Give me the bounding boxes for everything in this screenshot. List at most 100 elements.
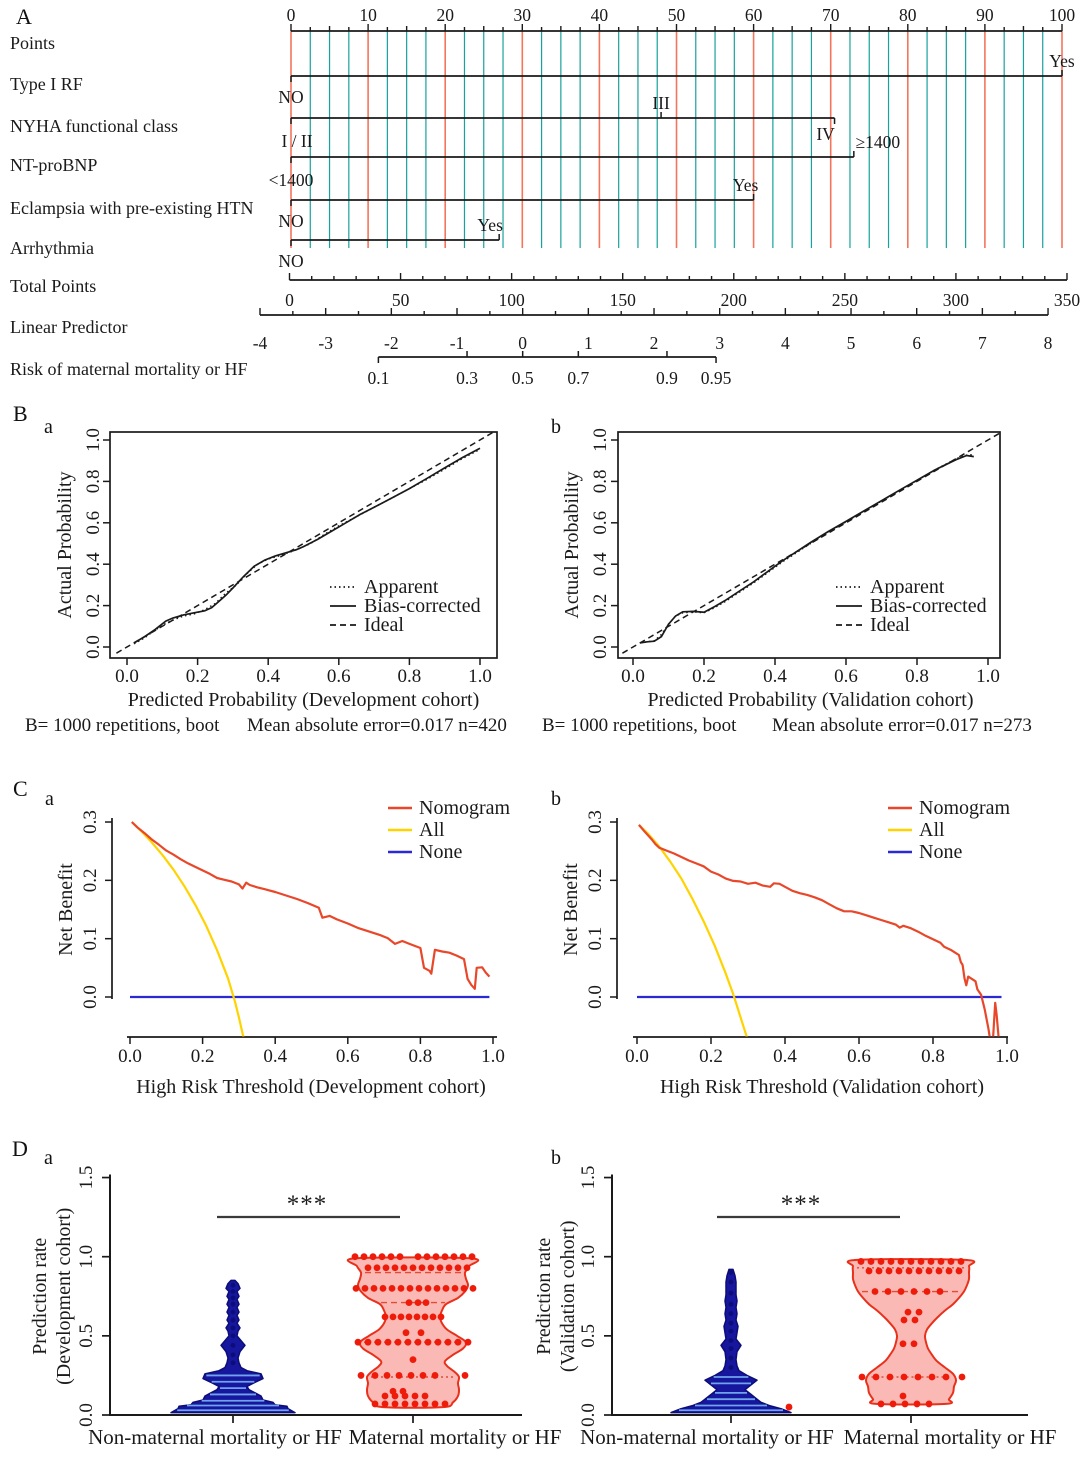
all-curve	[131, 821, 245, 1037]
data-dot	[958, 1373, 966, 1381]
data-dot	[436, 1264, 444, 1272]
legend-label: None	[919, 841, 962, 863]
y-axis-title-line2: (Development cohort)	[53, 1208, 75, 1385]
data-dot	[360, 1253, 368, 1261]
legend-label: Nomogram	[919, 797, 1011, 819]
data-dot	[445, 1264, 453, 1272]
nomogram-row-nt-probnp: <1400 ≥1400	[269, 132, 901, 190]
footer-left: B= 1000 repetitions, boot	[25, 715, 220, 736]
data-dot	[352, 1284, 360, 1292]
data-dot	[897, 1258, 905, 1265]
data-dot	[424, 1284, 432, 1292]
data-dot	[441, 1400, 449, 1408]
data-dot	[397, 1284, 405, 1292]
data-dot	[396, 1253, 404, 1261]
x-axis-title: High Risk Threshold (Validation cohort)	[660, 1076, 984, 1098]
data-dot	[421, 1313, 429, 1321]
data-dot	[389, 1313, 397, 1321]
violin-center-dot	[230, 1295, 236, 1301]
x-tick-label: 0.0	[625, 1046, 649, 1067]
data-dot	[369, 1253, 377, 1261]
data-dot	[419, 1372, 427, 1379]
data-dot	[927, 1258, 935, 1265]
significance-stars: ***	[287, 1191, 328, 1218]
legend-label: Bias-corrected	[364, 595, 481, 617]
data-dot	[454, 1264, 462, 1272]
linear-predictor-tick-label: 8	[1044, 333, 1053, 353]
violin-center-dot	[230, 1282, 236, 1288]
y-tick-label: 1.0	[76, 1245, 97, 1269]
data-dot	[865, 1267, 873, 1275]
row-label-linear-predictor: Linear Predictor	[10, 317, 127, 337]
violin-center-dot	[728, 1290, 734, 1296]
data-dot	[900, 1373, 908, 1381]
data-dot	[423, 1253, 431, 1261]
violin-center-dot	[230, 1352, 236, 1358]
calibration-plot-a: 0.0 0.2 0.4 0.6 0.8 1.00.00.20.40.60.81.0Pred…	[25, 428, 507, 736]
x-tick-label: 0.0	[118, 1046, 142, 1067]
risk-axis: 0.1 0.3 0.5 0.7 0.9 0.95	[367, 351, 732, 388]
total-points-axis: 0 50 100 150 200 250 300 350	[285, 273, 1080, 310]
violin-center-dot	[728, 1311, 734, 1317]
data-dot	[391, 1264, 399, 1272]
data-dot	[947, 1258, 955, 1265]
data-dot	[404, 1338, 412, 1346]
data-dot	[441, 1253, 449, 1261]
violin-center-dot	[728, 1301, 734, 1307]
legend-label: All	[919, 819, 945, 841]
data-dot	[460, 1284, 468, 1292]
data-dot	[901, 1400, 909, 1408]
linear-predictor-tick-label: -4	[253, 333, 268, 353]
y-tick-label: 0.8	[83, 470, 104, 494]
data-dot	[364, 1264, 372, 1272]
points-tick-label: 0	[287, 5, 296, 25]
bias-corrected-curve	[639, 454, 974, 644]
x-tick-label: 0.8	[921, 1046, 945, 1067]
violin-center-dot	[728, 1365, 734, 1370]
data-dot	[910, 1340, 918, 1348]
violin-red	[785, 1258, 976, 1411]
legend-label: All	[419, 819, 445, 841]
legend-label: None	[419, 841, 462, 863]
points-tick-label: 90	[976, 5, 994, 25]
data-dot	[913, 1400, 921, 1408]
panel-label-B-a: a	[44, 416, 53, 438]
panel-label-C: C	[13, 776, 28, 801]
y-axis-title: Actual Probability	[561, 471, 583, 618]
data-dot	[925, 1400, 933, 1408]
violin-center-dot	[728, 1346, 734, 1351]
total-points-tick-label: 50	[392, 290, 410, 310]
data-dot	[364, 1338, 372, 1346]
curves	[637, 824, 1002, 1037]
y-tick-label: 0.0	[76, 1403, 97, 1427]
x-tick-label: 0.4	[263, 1046, 287, 1067]
row-label-type-i-rf: Type I RF	[10, 74, 83, 94]
x-tick-label: 0.0	[621, 666, 645, 687]
level-label: III	[652, 93, 670, 113]
legend-label: Apparent	[870, 576, 945, 598]
legend-label: Apparent	[364, 576, 439, 598]
data-dot	[936, 1288, 944, 1295]
significance-stars: ***	[781, 1191, 822, 1218]
level-label: NO	[278, 211, 303, 231]
data-dot	[384, 1338, 392, 1346]
y-tick-label: 0.8	[590, 470, 611, 494]
data-dot	[464, 1338, 472, 1346]
calibration-plot-b: 0.0 0.2 0.4 0.6 0.8 1.00.00.20.40.60.81.0Pred…	[542, 428, 1032, 736]
data-dot	[397, 1313, 405, 1321]
violin-center-dot	[728, 1328, 734, 1334]
nomogram-row-arrhythmia: NO Yes	[278, 215, 503, 271]
data-dot	[411, 1400, 419, 1408]
linear-predictor-tick-label: 0	[518, 333, 527, 353]
data-dot	[409, 1264, 417, 1272]
y-axis-title-line2: (Validation cohort)	[557, 1220, 579, 1372]
data-dot	[858, 1373, 866, 1381]
y-axis-title-line1: Prediction rate	[533, 1238, 555, 1355]
data-dot	[357, 1372, 365, 1379]
risk-tick-label: 0.3	[456, 368, 478, 388]
points-tick-label: 80	[899, 5, 917, 25]
data-dot	[925, 1267, 933, 1275]
data-dot	[905, 1267, 913, 1275]
